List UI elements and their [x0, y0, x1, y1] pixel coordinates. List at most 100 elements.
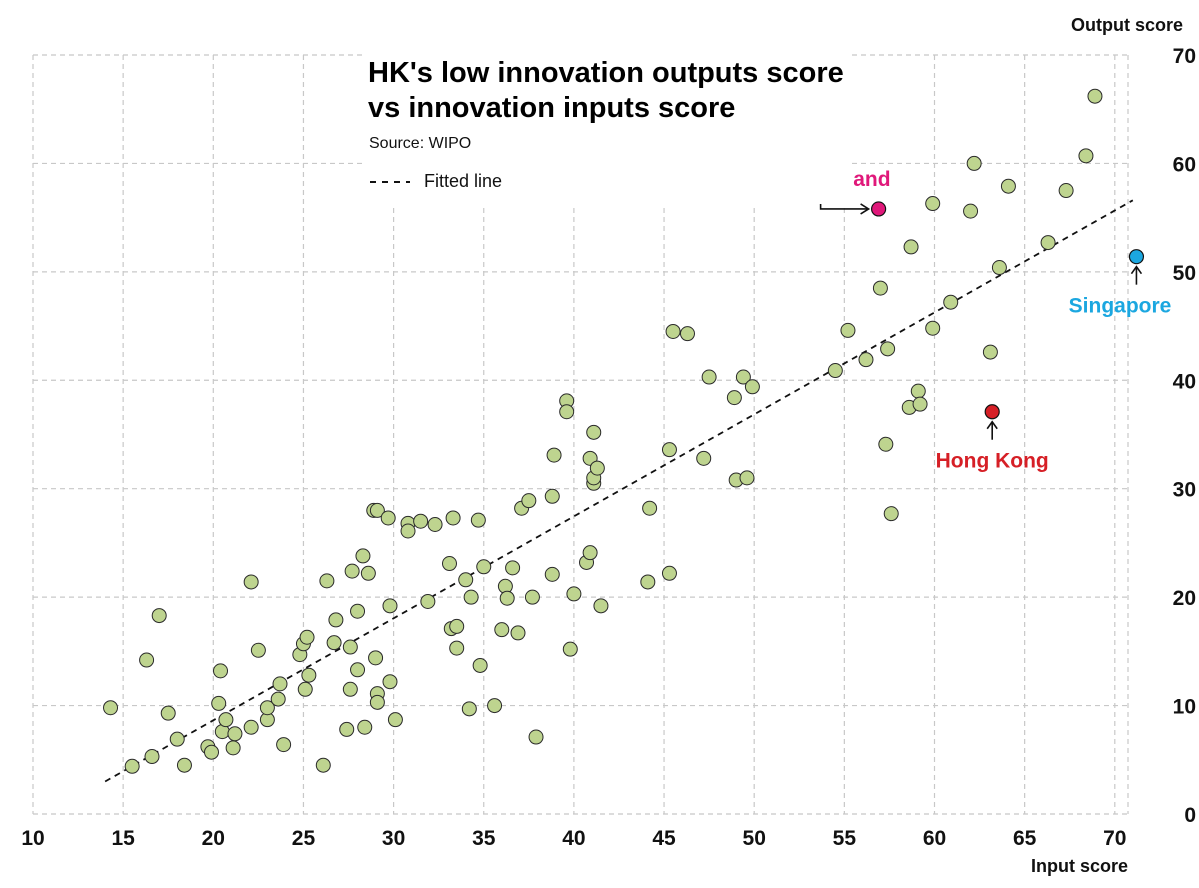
data-point: [272, 676, 288, 692]
data-point: [400, 523, 416, 539]
data-point: [566, 586, 582, 602]
data-point: [528, 729, 544, 745]
data-points: [103, 88, 1103, 774]
data-point: [368, 650, 384, 666]
data-point: [151, 608, 167, 624]
data-point: [326, 635, 342, 651]
data-point: [276, 737, 292, 753]
y-tick-label-60: 60: [1173, 153, 1196, 176]
data-point: [458, 572, 474, 588]
data-point: [925, 320, 941, 336]
data-point: [524, 589, 540, 605]
data-point: [420, 593, 436, 609]
data-point: [963, 203, 979, 219]
data-point: [461, 701, 477, 717]
data-point: [982, 344, 998, 360]
data-point: [726, 390, 742, 406]
data-point: [858, 352, 874, 368]
x-tick-label-30: 30: [382, 827, 405, 850]
data-point: [505, 560, 521, 576]
data-point: [357, 719, 373, 735]
data-point: [943, 294, 959, 310]
hong-kong-arrowhead: [986, 420, 998, 430]
x-axis-title: Input score: [1031, 856, 1128, 876]
data-point: [243, 719, 259, 735]
data-point: [445, 510, 461, 526]
data-point: [139, 652, 155, 668]
data-point: [827, 363, 843, 379]
data-point: [1000, 178, 1016, 194]
data-point: [521, 493, 537, 509]
data-point: [739, 470, 755, 486]
data-point: [339, 721, 355, 737]
data-point: [342, 681, 358, 697]
data-point: [449, 640, 465, 656]
data-point: [546, 447, 562, 463]
tick-labels: 0 10 20 30 40 50 60 70 10 15 20 25 30 35 40 45 50 55 60 65 7…: [21, 45, 1196, 850]
data-point: [642, 500, 658, 516]
data-point: [872, 280, 888, 296]
source-label: Source: WIPO: [369, 135, 471, 152]
data-point: [328, 612, 344, 628]
x-tick-label-40: 40: [562, 827, 585, 850]
data-point: [665, 323, 681, 339]
data-point: [880, 341, 896, 357]
data-point: [589, 460, 605, 476]
data-point: [315, 757, 331, 773]
legend-label: Fitted line: [424, 171, 502, 191]
x-tick-label-60: 60: [923, 827, 946, 850]
data-point: [342, 639, 358, 655]
data-point: [369, 694, 385, 710]
data-point: [499, 590, 515, 606]
data-point: [991, 260, 1007, 276]
data-point: [925, 196, 941, 212]
data-point: [213, 663, 229, 679]
data-point: [1040, 235, 1056, 251]
data-point: [344, 563, 360, 579]
y-axis-title: Output score: [1071, 15, 1183, 35]
singapore-label: Singapore: [1069, 295, 1172, 318]
data-point: [449, 618, 465, 634]
data-point: [661, 565, 677, 581]
data-point: [169, 731, 185, 747]
data-point: [679, 326, 695, 342]
data-point: [840, 322, 856, 338]
data-point: [176, 757, 192, 773]
y-tick-label-0: 0: [1184, 804, 1196, 827]
data-point: [144, 749, 160, 765]
fitted-line-group: [104, 199, 1134, 783]
data-point: [243, 574, 259, 590]
data-point: [227, 726, 243, 742]
data-point: [160, 705, 176, 721]
data-point: [696, 450, 712, 466]
data-point: [544, 488, 560, 504]
data-point: [470, 512, 486, 528]
data-point: [124, 758, 140, 774]
data-point: [259, 700, 275, 716]
chart-title: HK's low innovation outputs score: [368, 57, 844, 89]
x-tick-label-25: 25: [292, 827, 316, 850]
fitted-line: [104, 199, 1134, 783]
data-point: [487, 698, 503, 714]
chart-subtitle: vs innovation inputs score: [368, 92, 735, 124]
data-point: [640, 574, 656, 590]
data-point: [350, 662, 366, 678]
data-point: [387, 712, 403, 728]
x-tick-label-50: 50: [743, 827, 766, 850]
y-tick-label-70: 70: [1173, 45, 1196, 68]
x-tick-label-65: 65: [1013, 827, 1037, 850]
x-tick-label-10: 10: [21, 827, 44, 850]
y-tick-label-30: 30: [1173, 479, 1196, 502]
x-tick-label-45: 45: [652, 827, 676, 850]
data-point: [593, 598, 609, 614]
singapore-point: [1128, 249, 1145, 265]
x-tick-label-70: 70: [1103, 827, 1126, 850]
data-point: [903, 239, 919, 255]
data-point: [382, 674, 398, 690]
data-point: [510, 625, 526, 641]
data-point: [319, 573, 335, 589]
data-point: [476, 559, 492, 575]
data-point: [350, 603, 366, 619]
data-point: [355, 548, 371, 564]
